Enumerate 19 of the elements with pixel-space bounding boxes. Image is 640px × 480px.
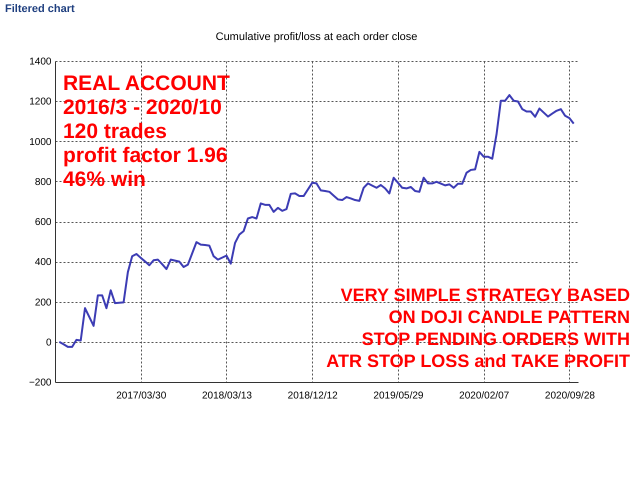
y-tick-label: 800 — [34, 176, 52, 188]
y-tick-label: 1400 — [29, 56, 52, 68]
x-tick-label: 2020/02/07 — [459, 390, 510, 402]
x-tick-label: 2018/03/13 — [202, 390, 252, 402]
x-tick-label: 2019/05/29 — [373, 390, 424, 402]
annotation: REAL ACCOUNT 2016/3 - 2020/10 120 trades profit factor 1.96 46% win — [63, 72, 230, 191]
y-tick-label: 200 — [34, 297, 52, 308]
x-tick-label: 2018/12/12 — [288, 390, 338, 402]
y-tick-label: −200 — [28, 378, 52, 388]
x-tick-label: 2017/03/30 — [116, 390, 167, 402]
y-tick-label: 1200 — [29, 96, 52, 108]
y-tick-label: 400 — [34, 257, 52, 268]
y-tick-label: 0 — [46, 337, 52, 348]
text: Filtered chart — [5, 3, 76, 15]
y-tick-label: 600 — [34, 217, 52, 228]
y-tick-label: 1000 — [29, 136, 52, 148]
chart-title: Cumulative profit/loss at each order close — [216, 31, 418, 43]
annotation: VERY SIMPLE STRATEGY BASED ON DOJI CANDLE PATTERN STOP PENDING ORDERS WITH ATR STOP LOSS and TAKE PROFIT — [326, 285, 630, 371]
x-tick-label: 2020/09/28 — [544, 390, 596, 402]
